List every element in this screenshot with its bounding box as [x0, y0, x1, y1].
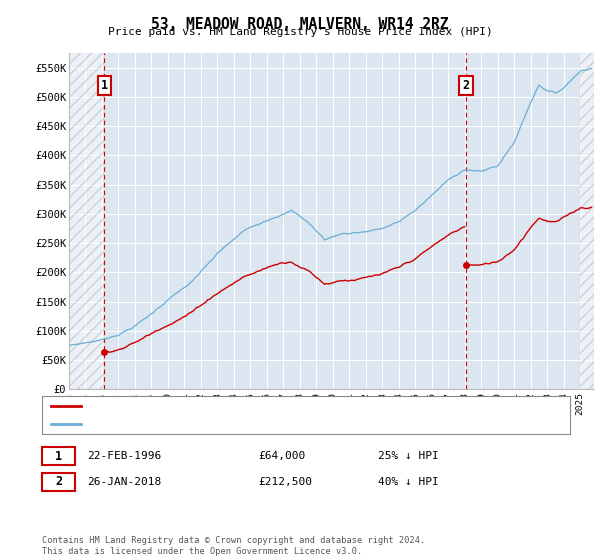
Text: 53, MEADOW ROAD, MALVERN, WR14 2RZ (detached house): 53, MEADOW ROAD, MALVERN, WR14 2RZ (deta…	[87, 401, 393, 411]
Text: 40% ↓ HPI: 40% ↓ HPI	[378, 477, 439, 487]
Text: Contains HM Land Registry data © Crown copyright and database right 2024.
This d: Contains HM Land Registry data © Crown c…	[42, 536, 425, 556]
Text: 2: 2	[463, 79, 470, 92]
Text: 25% ↓ HPI: 25% ↓ HPI	[378, 451, 439, 461]
Text: 53, MEADOW ROAD, MALVERN, WR14 2RZ: 53, MEADOW ROAD, MALVERN, WR14 2RZ	[151, 17, 449, 32]
Bar	[580, 53, 594, 389]
Text: 1: 1	[55, 450, 62, 463]
Text: 22-FEB-1996: 22-FEB-1996	[87, 451, 161, 461]
Text: Price paid vs. HM Land Registry's House Price Index (HPI): Price paid vs. HM Land Registry's House …	[107, 27, 493, 37]
Text: HPI: Average price, detached house, Malvern Hills: HPI: Average price, detached house, Malv…	[87, 419, 381, 429]
Text: 2: 2	[55, 475, 62, 488]
Bar	[69, 53, 104, 389]
Text: £212,500: £212,500	[258, 477, 312, 487]
Text: £64,000: £64,000	[258, 451, 305, 461]
Text: 1: 1	[101, 79, 107, 92]
Text: 26-JAN-2018: 26-JAN-2018	[87, 477, 161, 487]
